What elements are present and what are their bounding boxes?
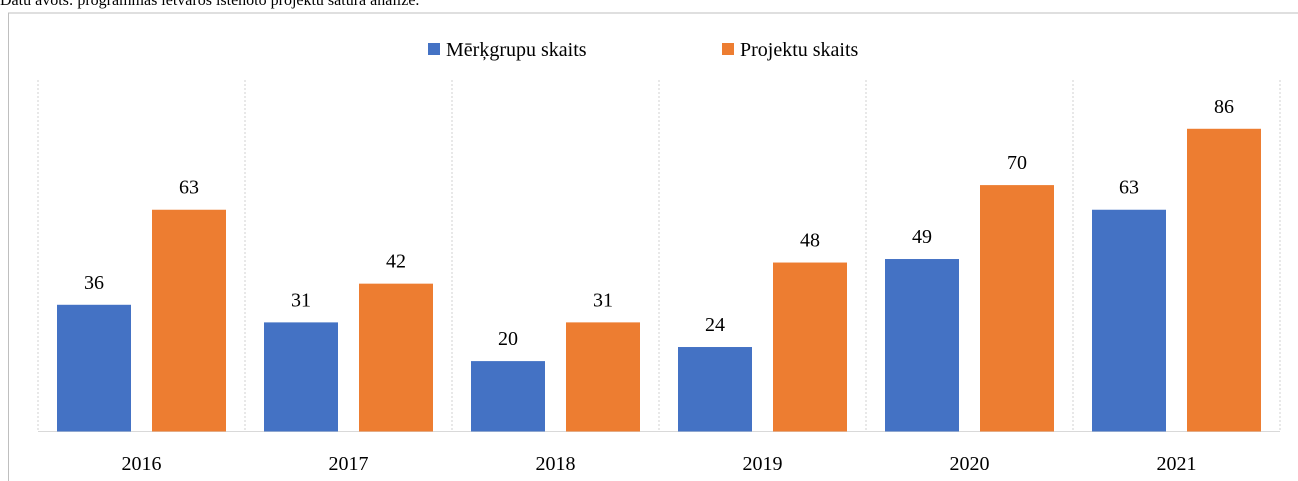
data-label: 31 bbox=[291, 289, 311, 311]
data-label: 48 bbox=[800, 230, 820, 252]
bar bbox=[566, 322, 640, 432]
data-label: 42 bbox=[386, 251, 406, 273]
x-tick-label: 2017 bbox=[329, 453, 369, 475]
bar bbox=[1092, 209, 1166, 432]
x-tick-label: 2018 bbox=[536, 453, 576, 475]
x-tick-label: 2021 bbox=[1157, 453, 1197, 475]
bar bbox=[885, 259, 959, 432]
legend-swatch bbox=[428, 43, 440, 55]
x-tick-label: 2016 bbox=[122, 453, 162, 475]
x-tick-label: 2019 bbox=[743, 453, 783, 475]
bar bbox=[359, 283, 433, 432]
bar bbox=[773, 262, 847, 432]
data-label: 36 bbox=[84, 272, 104, 294]
data-label: 31 bbox=[593, 289, 613, 311]
bar bbox=[57, 304, 131, 432]
data-label: 70 bbox=[1007, 152, 1027, 174]
bar bbox=[471, 361, 545, 432]
data-label: 49 bbox=[912, 226, 932, 248]
data-label: 63 bbox=[179, 177, 199, 199]
bar bbox=[264, 322, 338, 432]
bar bbox=[152, 209, 226, 432]
data-label: 63 bbox=[1119, 177, 1139, 199]
data-label: 86 bbox=[1214, 96, 1234, 118]
data-label: 24 bbox=[705, 314, 725, 336]
data-label: 20 bbox=[498, 328, 518, 350]
legend-swatch bbox=[722, 43, 734, 55]
bar bbox=[1187, 128, 1261, 432]
bar bbox=[980, 185, 1054, 432]
legend-label: Projektu skaits bbox=[740, 39, 859, 61]
bar bbox=[678, 347, 752, 432]
legend-label: Mērķgrupu skaits bbox=[446, 39, 587, 61]
caption: Datu avots: programmas ietvaros īstenoto… bbox=[0, 0, 419, 9]
x-tick-label: 2020 bbox=[950, 453, 990, 475]
